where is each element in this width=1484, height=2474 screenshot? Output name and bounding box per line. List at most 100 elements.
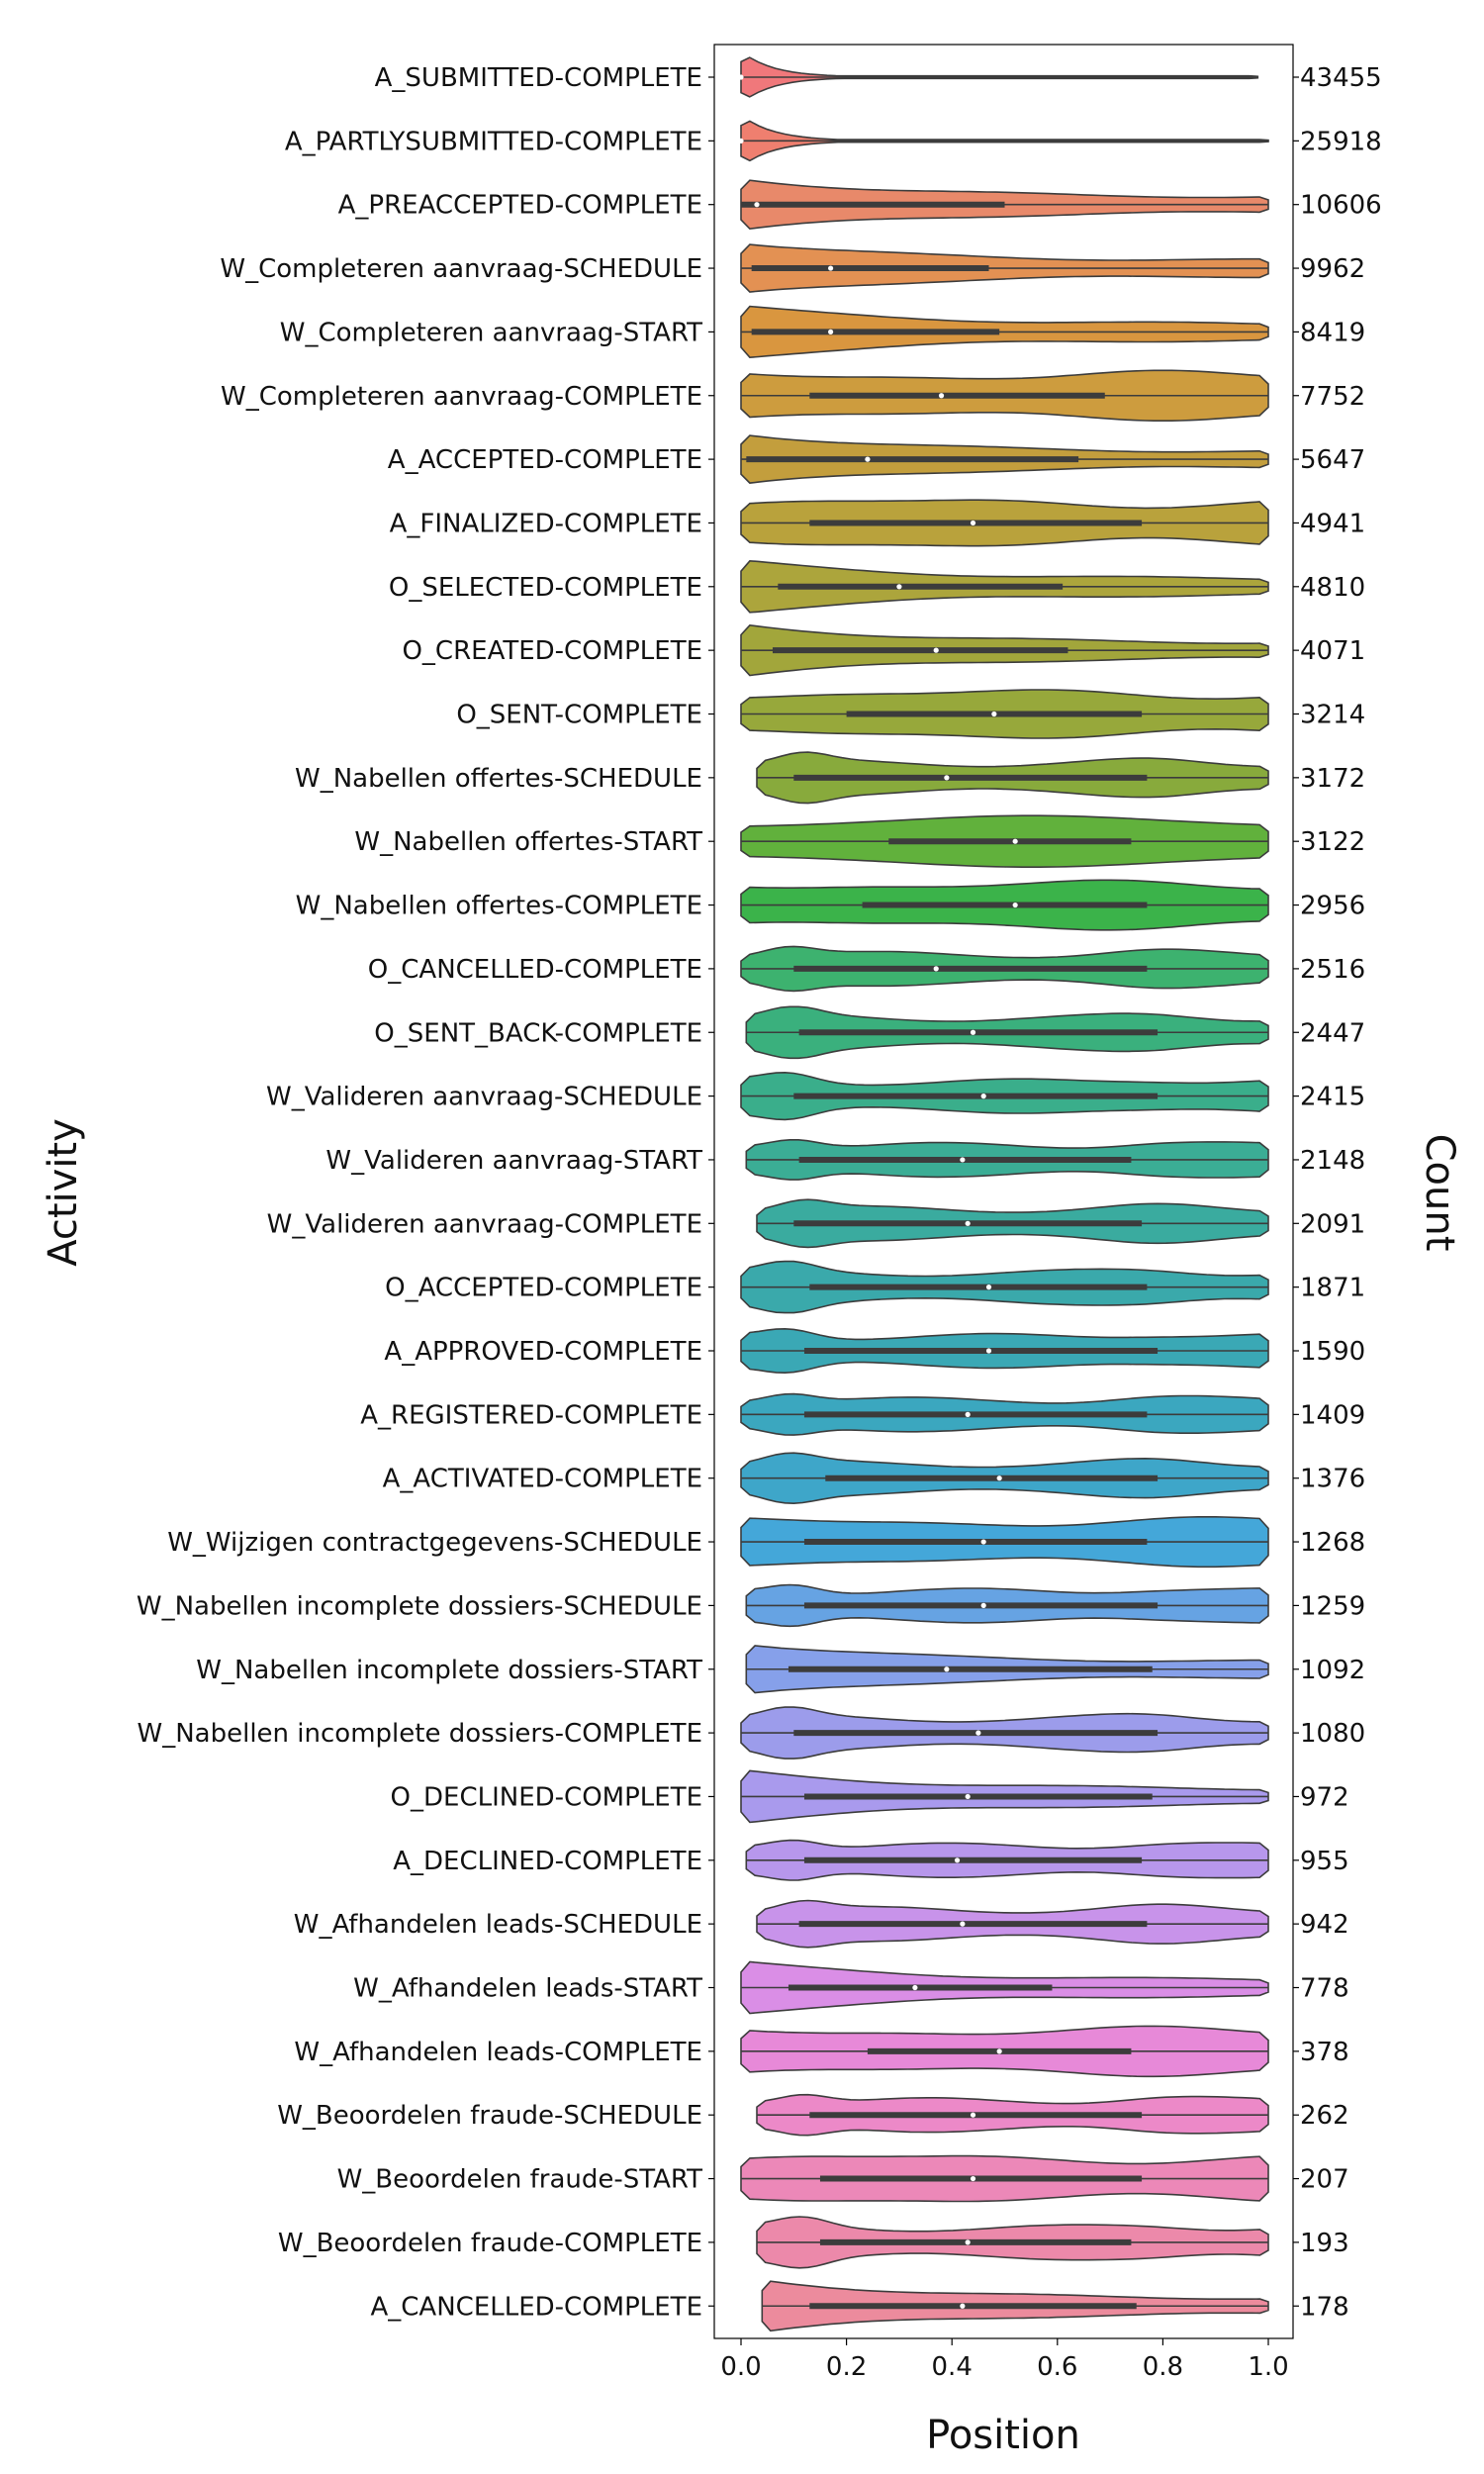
- violin-median: [970, 1029, 976, 1035]
- count-labels: 43455 25918 10606 9962 8419 7752 5647 4941 4810 4…: [1293, 63, 1382, 2322]
- x-tick-label: 0.8: [1143, 2352, 1183, 2382]
- violin-median: [985, 1285, 992, 1290]
- category-label: A_PREACCEPTED-COMPLETE: [338, 191, 702, 221]
- violin-13: [740, 879, 1269, 931]
- count-label: 2956: [1300, 892, 1365, 921]
- violin-median: [965, 2239, 971, 2245]
- count-label: 178: [1300, 2292, 1349, 2322]
- violin-33: [740, 2154, 1269, 2203]
- count-label: 3214: [1300, 701, 1365, 730]
- category-label: A_FINALIZED-COMPLETE: [390, 509, 702, 538]
- violin-median: [896, 584, 902, 590]
- count-label: 3122: [1300, 827, 1365, 857]
- violin-median: [912, 1984, 918, 1991]
- violin-29: [756, 1899, 1269, 1949]
- violin-22: [740, 1452, 1269, 1505]
- count-label: 207: [1300, 2165, 1349, 2195]
- category-label: W_Nabellen offertes-START: [354, 827, 702, 857]
- category-label: O_SELECTED-COMPLETE: [389, 573, 702, 603]
- violin-median: [980, 1094, 986, 1099]
- violin-31: [740, 2025, 1269, 2078]
- category-label: W_Valideren aanvraag-SCHEDULE: [266, 1083, 702, 1112]
- category-labels: A_SUBMITTED-COMPLETE A_PARTLYSUBMITTED-CO…: [137, 63, 714, 2322]
- category-label: A_REGISTERED-COMPLETE: [360, 1400, 702, 1430]
- violin-median: [933, 966, 939, 972]
- violin-1: [738, 120, 1269, 162]
- violin-20: [740, 1327, 1269, 1375]
- category-label: W_Completeren aanvraag-START: [280, 318, 702, 347]
- category-label: A_ACTIVATED-COMPLETE: [383, 1465, 702, 1494]
- category-label: O_SENT-COMPLETE: [456, 701, 702, 730]
- count-label: 2415: [1300, 1083, 1365, 1112]
- category-label: A_PARTLYSUBMITTED-COMPLETE: [285, 127, 702, 156]
- count-label: 5647: [1300, 445, 1365, 475]
- count-label: 2091: [1300, 1209, 1365, 1239]
- category-label: O_ACCEPTED-COMPLETE: [385, 1274, 702, 1303]
- violin-median: [965, 1793, 971, 1800]
- category-label: W_Completeren aanvraag-COMPLETE: [221, 382, 702, 412]
- count-label: 2148: [1300, 1146, 1365, 1176]
- count-label: 378: [1300, 2038, 1349, 2067]
- violin-4: [740, 305, 1269, 359]
- category-label: W_Nabellen offertes-COMPLETE: [296, 892, 702, 921]
- violin-median: [738, 138, 744, 143]
- category-label: A_ACCEPTED-COMPLETE: [388, 445, 702, 475]
- category-label: W_Beoordelen fraude-START: [337, 2165, 703, 2195]
- violin-median: [960, 1157, 966, 1163]
- category-label: O_SENT_BACK-COMPLETE: [374, 1018, 702, 1048]
- violin-median: [965, 1220, 971, 1226]
- count-label: 7752: [1300, 382, 1365, 412]
- count-axis-title: Count: [1417, 1134, 1462, 1252]
- x-tick-label: 0.2: [826, 2352, 867, 2382]
- category-label: W_Valideren aanvraag-COMPLETE: [267, 1209, 702, 1239]
- count-label: 43455: [1300, 63, 1382, 93]
- category-label: W_Afhandelen leads-SCHEDULE: [294, 1910, 702, 1940]
- violin-19: [740, 1260, 1269, 1314]
- count-label: 972: [1300, 1782, 1349, 1812]
- count-label: 3172: [1300, 764, 1365, 794]
- x-axis-title: Position: [926, 2413, 1080, 2458]
- x-tick-label: 0.4: [932, 2352, 973, 2382]
- category-label: W_Wijzigen contractgegevens-SCHEDULE: [167, 1528, 702, 1558]
- count-label: 1590: [1300, 1337, 1365, 1367]
- count-label: 1080: [1300, 1719, 1365, 1749]
- count-label: 10606: [1300, 191, 1382, 221]
- count-label: 2447: [1300, 1018, 1365, 1048]
- violin-median: [828, 329, 834, 334]
- violin-median: [944, 1666, 950, 1672]
- count-label: 1871: [1300, 1274, 1365, 1303]
- x-tick-label: 1.0: [1248, 2352, 1288, 2382]
- category-label: A_CANCELLED-COMPLETE: [370, 2292, 702, 2322]
- violins-layer: [738, 56, 1269, 2332]
- category-label: W_Valideren aanvraag-START: [325, 1146, 702, 1176]
- category-label: W_Afhandelen leads-COMPLETE: [294, 2038, 702, 2067]
- violin-median: [960, 2303, 966, 2309]
- violin-median: [985, 1348, 992, 1354]
- category-label: W_Afhandelen leads-START: [353, 1974, 702, 2004]
- plot-frame: [713, 44, 1294, 2339]
- violin-32: [756, 2093, 1269, 2137]
- category-label: A_APPROVED-COMPLETE: [384, 1337, 702, 1367]
- violin-median: [865, 456, 871, 462]
- violin-24: [745, 1583, 1269, 1628]
- violin-median: [970, 520, 976, 526]
- violin-15: [745, 1005, 1269, 1060]
- count-label: 955: [1300, 1847, 1349, 1876]
- x-axis: 0.0 0.2 0.4 0.6 0.8 1.0: [720, 2338, 1289, 2382]
- count-label: 4941: [1300, 509, 1365, 538]
- violin-0: [738, 56, 1259, 98]
- violin-7: [740, 499, 1269, 547]
- count-label: 9962: [1300, 254, 1365, 284]
- violin-median: [970, 2175, 976, 2182]
- violin-12: [740, 814, 1269, 868]
- violin-34: [756, 2216, 1269, 2269]
- violin-median: [828, 265, 834, 271]
- category-label: O_CANCELLED-COMPLETE: [368, 955, 702, 985]
- category-label: W_Nabellen incomplete dossiers-START: [196, 1656, 702, 1685]
- category-label: W_Beoordelen fraude-SCHEDULE: [277, 2101, 702, 2131]
- violin-26: [740, 1706, 1269, 1760]
- violin-median: [960, 1921, 966, 1927]
- violin-median: [991, 711, 997, 717]
- x-tick-label: 0.6: [1037, 2352, 1077, 2382]
